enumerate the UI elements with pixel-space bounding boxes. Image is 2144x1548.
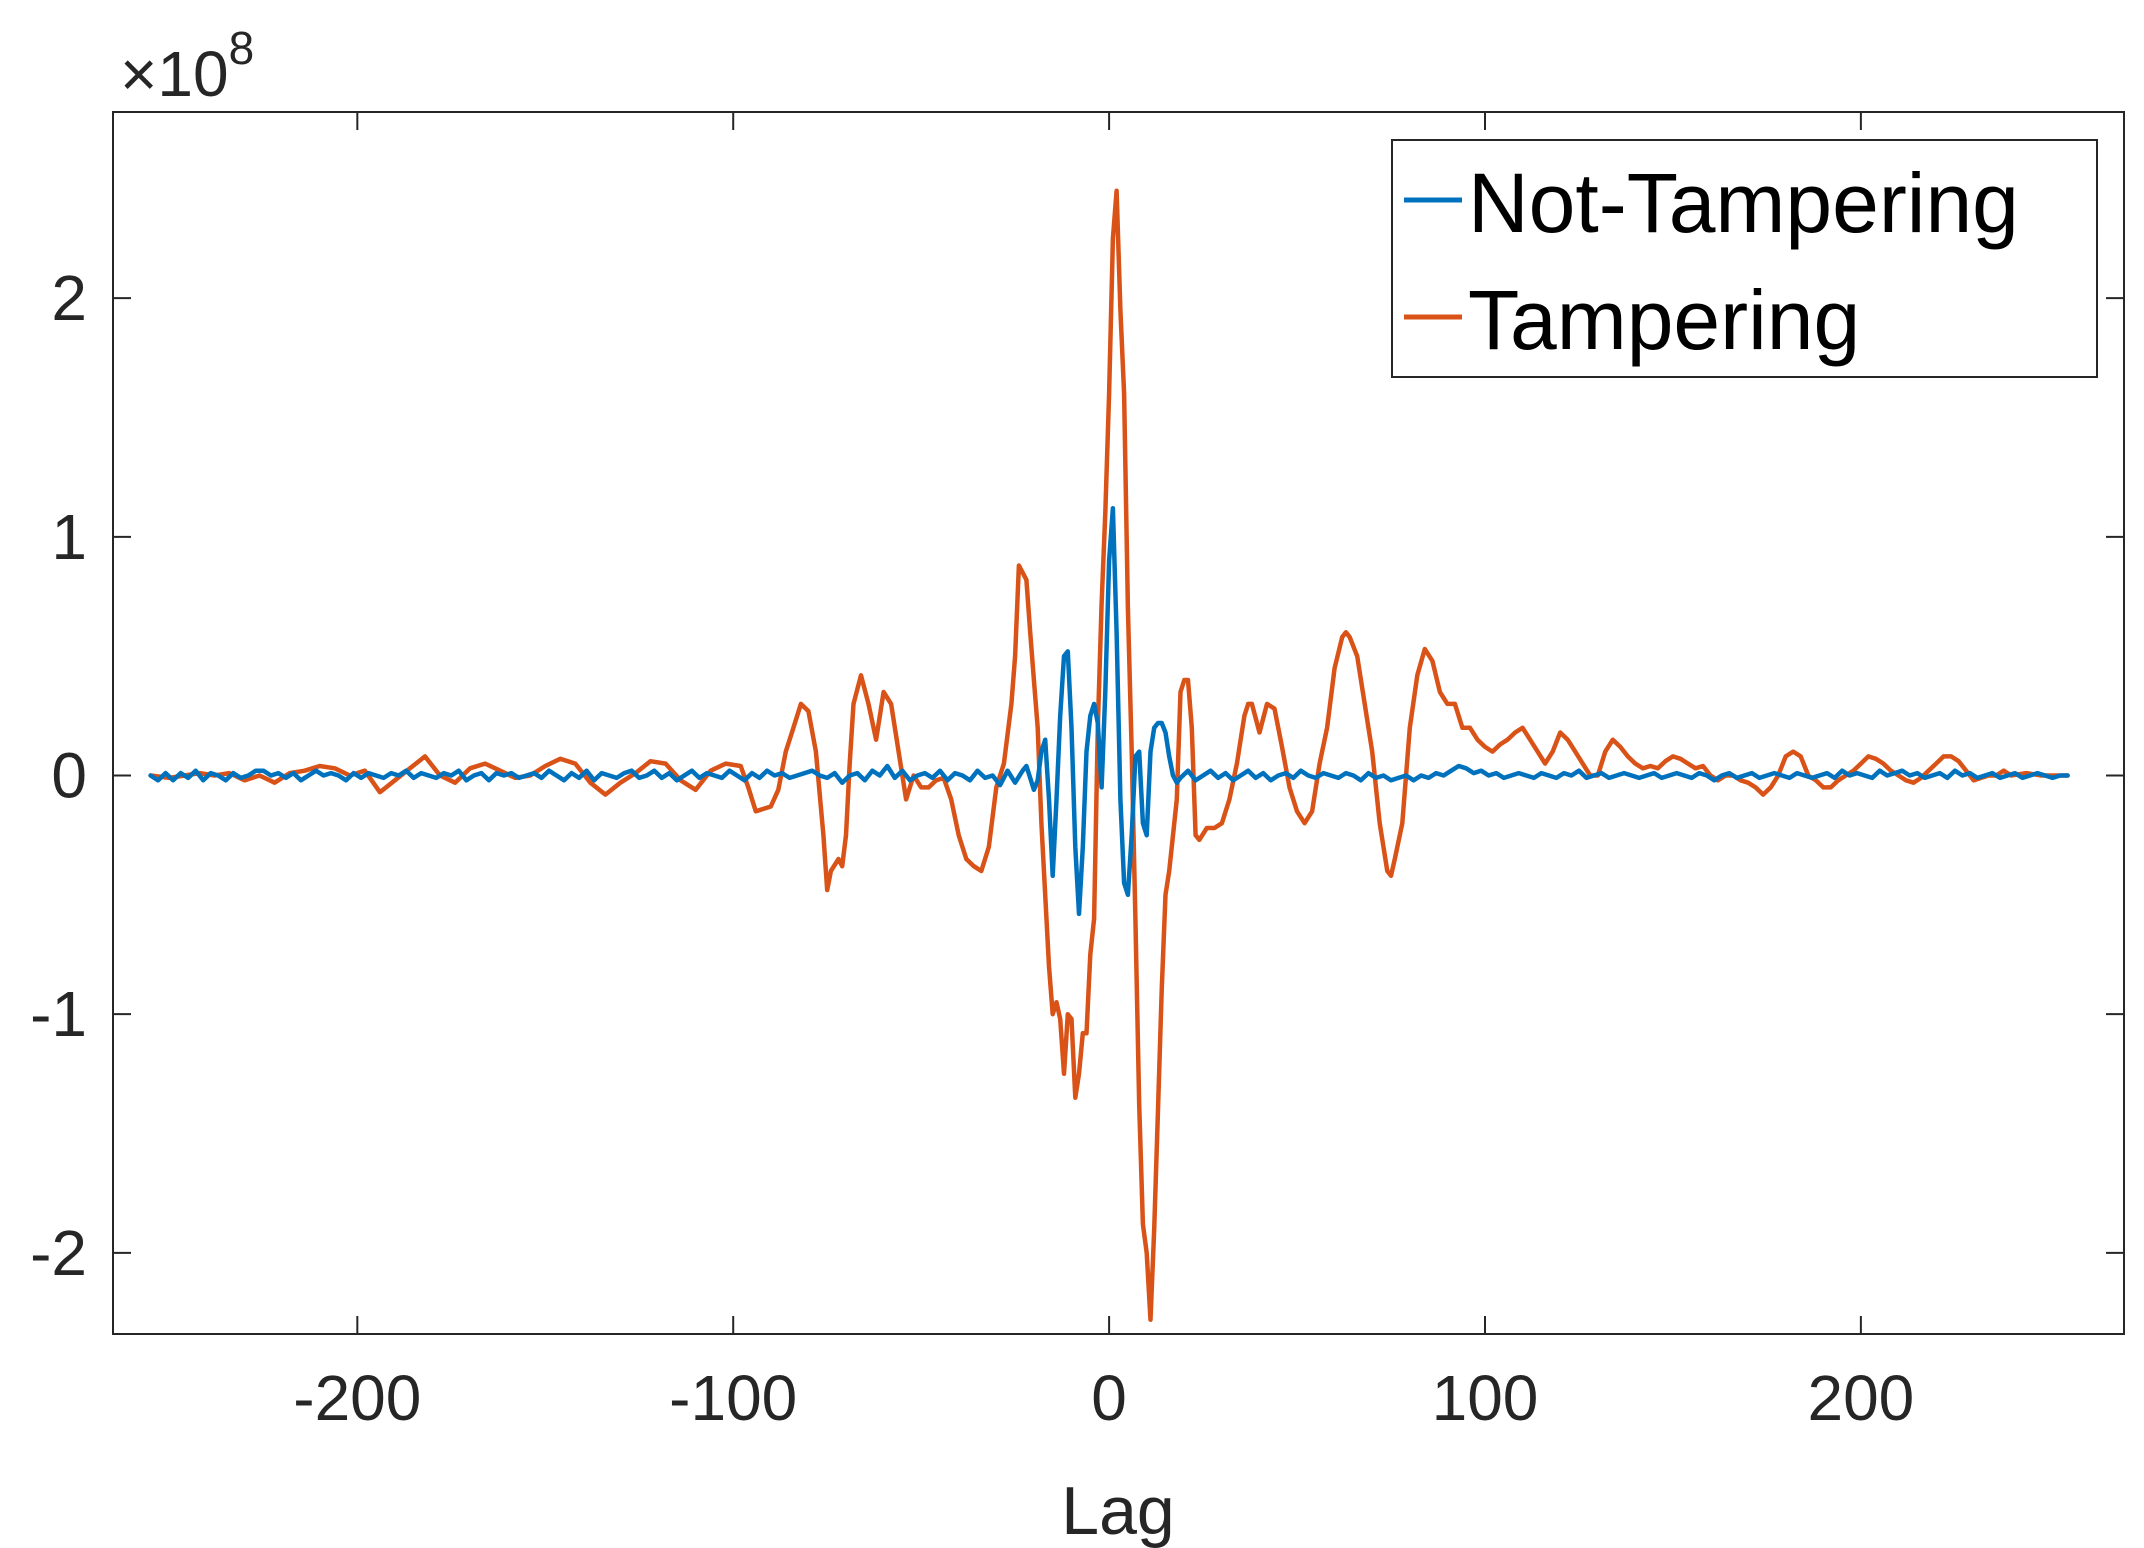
y-tick-label: 0 <box>51 740 87 812</box>
legend: Not-Tampering Tampering <box>1391 139 2098 378</box>
x-axis-label: Lag <box>1061 1473 1174 1548</box>
legend-label-tampering: Tampering <box>1468 273 1860 367</box>
plot-lines <box>148 188 2070 1322</box>
x-tick-label: -200 <box>293 1362 421 1434</box>
x-tick-label: 0 <box>1091 1362 1127 1434</box>
y-tick-label: -2 <box>30 1217 87 1289</box>
axis-ticks <box>113 112 2124 1334</box>
y-tick-label: -1 <box>30 978 87 1050</box>
y-tick-label: 1 <box>51 501 87 573</box>
svg-text:×108: ×108 <box>120 22 254 110</box>
legend-label-not-tampering: Not-Tampering <box>1468 156 2019 250</box>
exponent-base: ×10 <box>120 38 229 110</box>
y-exponent: ×108 <box>120 22 254 110</box>
exponent-power: 8 <box>229 22 255 74</box>
x-tick-label: 100 <box>1432 1362 1539 1434</box>
axes-box <box>112 111 2125 1335</box>
x-tick-label: -100 <box>669 1362 797 1434</box>
series-line-not-tampering <box>148 505 2070 917</box>
legend-box <box>1391 139 2098 378</box>
y-tick-label: 2 <box>51 262 87 334</box>
x-tick-label: 200 <box>1807 1362 1914 1434</box>
tick-labels: -200 -100 0 100 200 -2 -1 0 1 2 <box>30 262 1914 1434</box>
